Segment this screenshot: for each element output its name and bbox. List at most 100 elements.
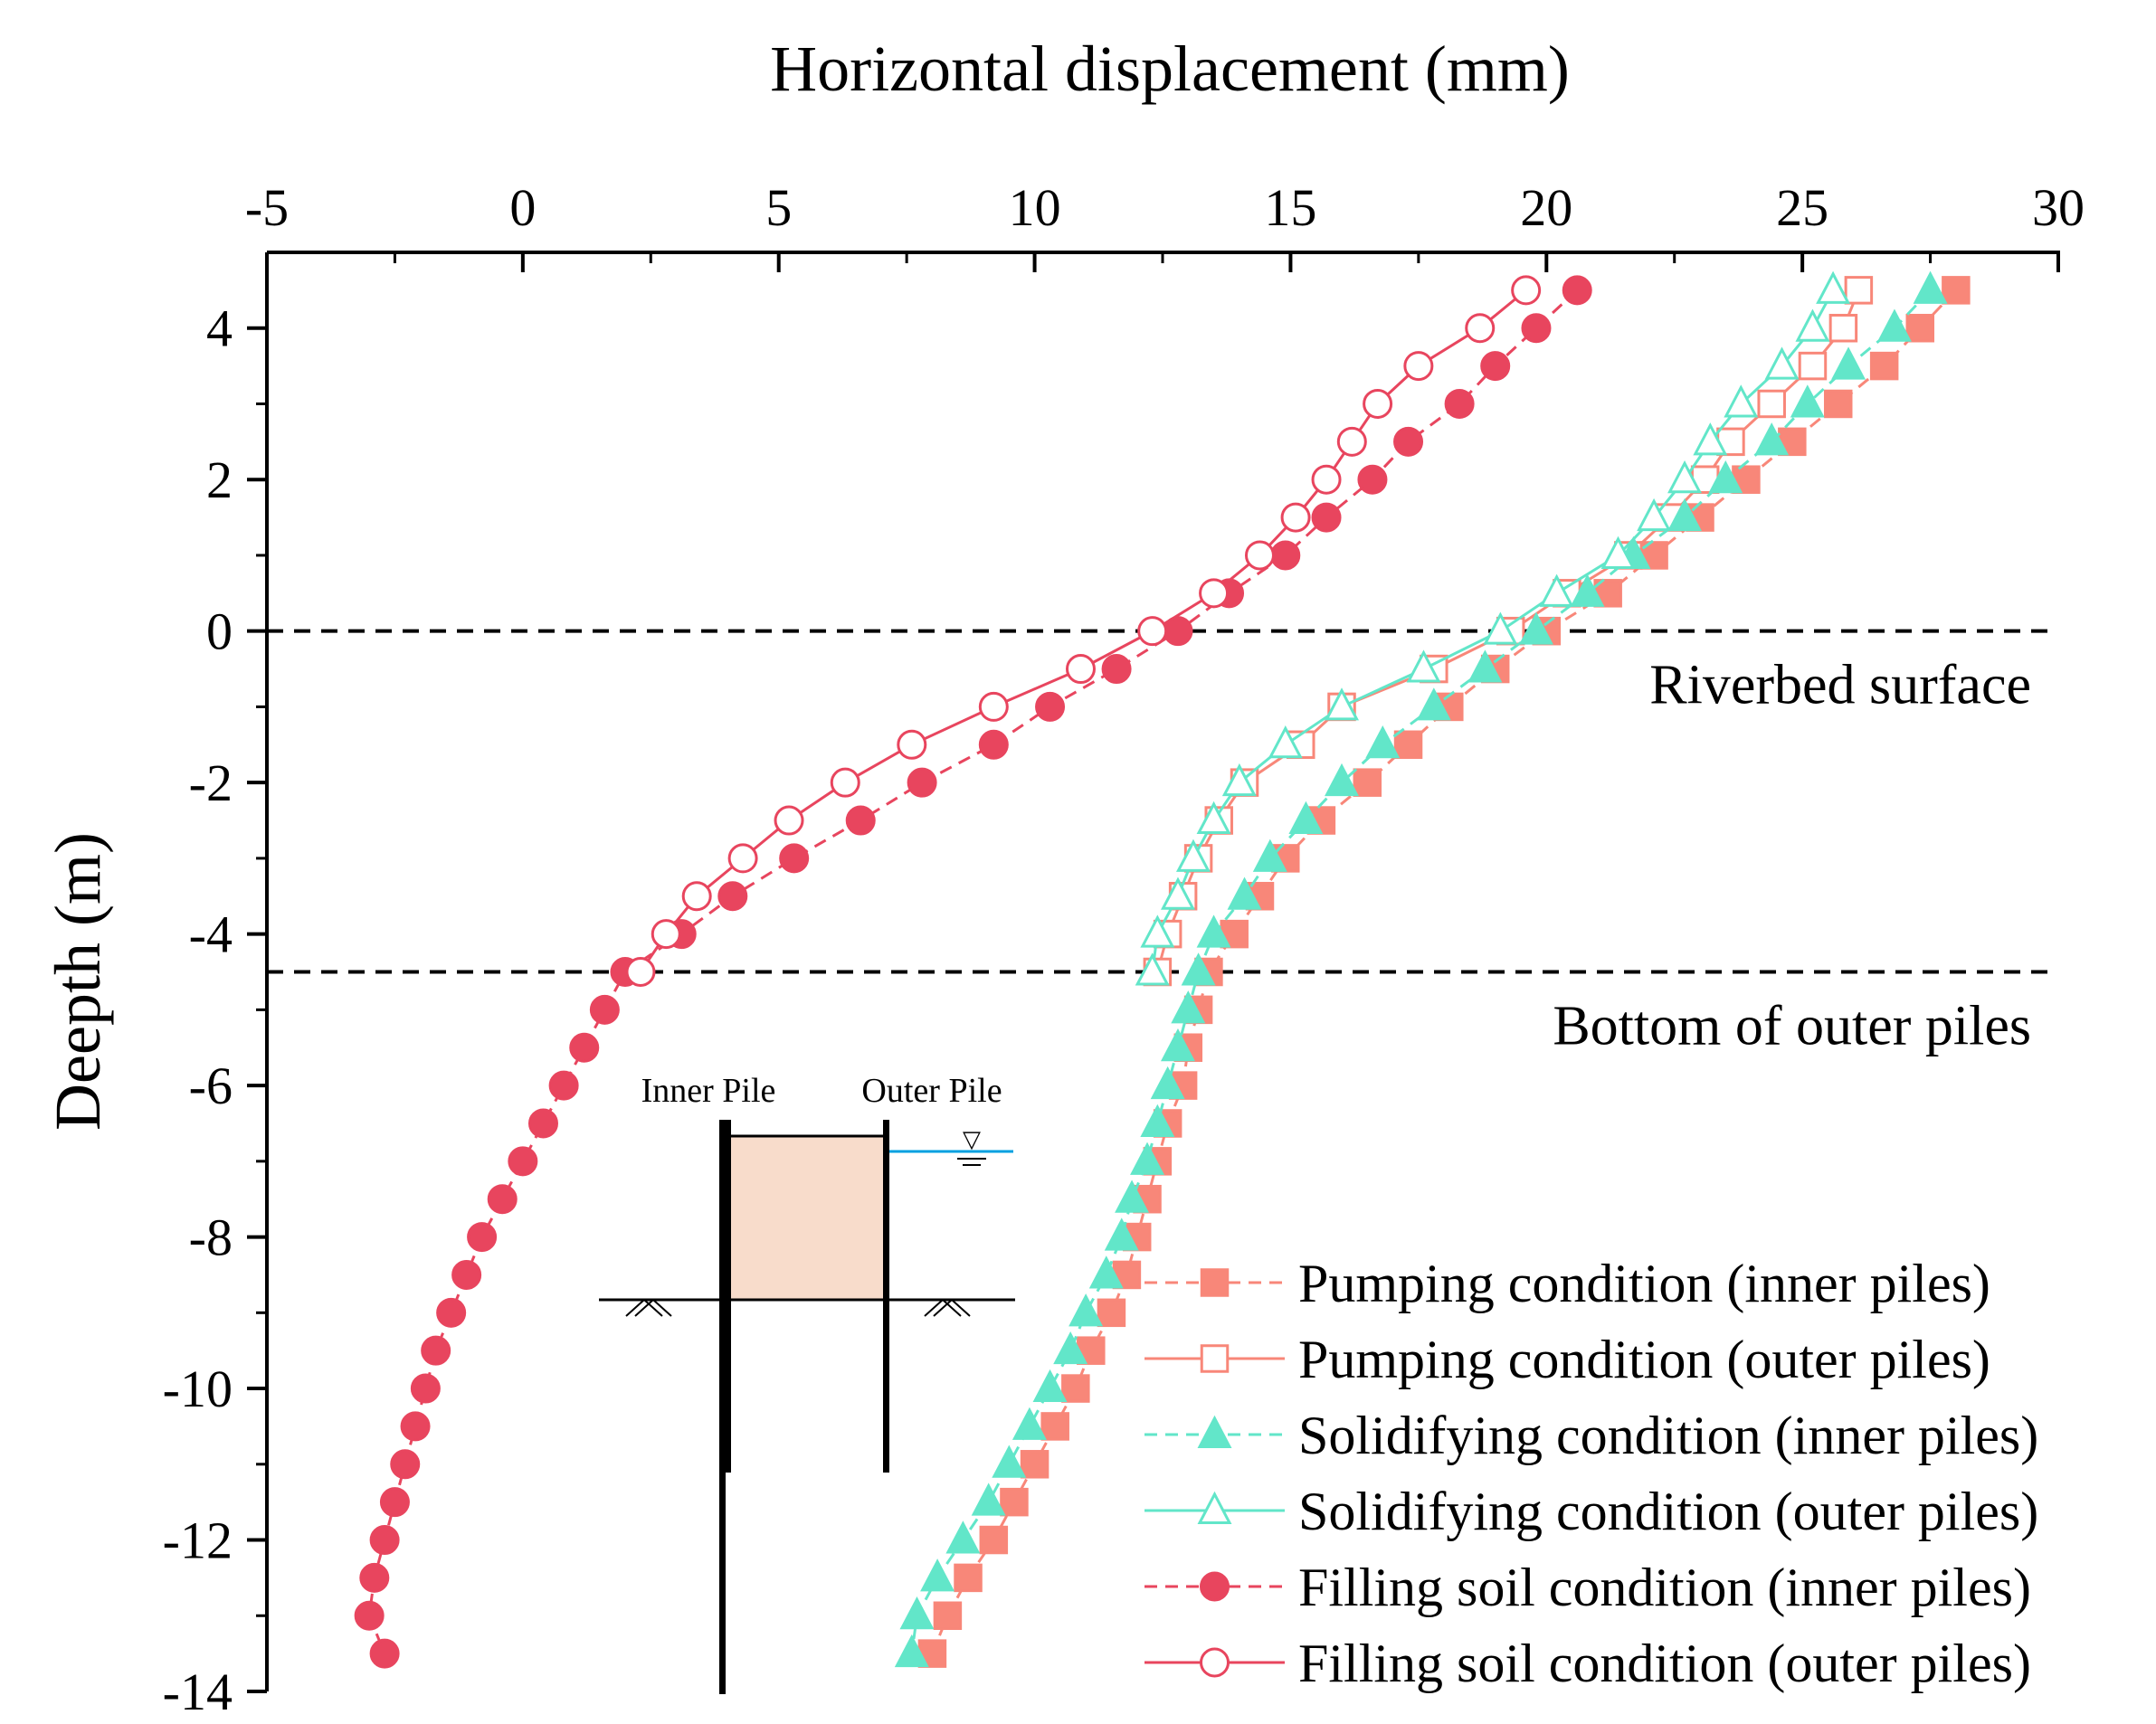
data-point — [1828, 313, 1858, 343]
data-point — [1600, 535, 1636, 569]
data-point — [1483, 611, 1518, 645]
data-point — [467, 1222, 498, 1253]
data-point — [945, 1520, 981, 1554]
data-point — [1196, 800, 1231, 835]
data-point — [1795, 308, 1830, 342]
data-point — [1764, 346, 1800, 380]
data-point — [830, 767, 860, 798]
inset-inner-pile-label: Inner Pile — [641, 1072, 776, 1110]
data-point — [1754, 422, 1790, 456]
data-point — [1097, 1298, 1126, 1328]
data-point — [487, 1184, 518, 1215]
legend-marker — [1197, 1415, 1232, 1448]
data-point — [1175, 838, 1211, 872]
x-tick-label: 5 — [765, 178, 792, 237]
data-point — [1020, 1450, 1050, 1479]
data-point — [920, 1558, 955, 1592]
data-point — [907, 767, 937, 798]
data-point — [1270, 540, 1301, 571]
data-point — [1667, 459, 1703, 494]
data-point — [1221, 763, 1257, 797]
data-point — [727, 843, 758, 874]
legend-label: Filling soil condition (inner piles) — [1298, 1558, 2031, 1617]
data-point — [1101, 654, 1132, 685]
inset-ground-hatch-right — [924, 1299, 971, 1317]
data-point — [899, 1596, 935, 1630]
data-point — [1160, 876, 1195, 910]
series-5 — [354, 275, 1592, 1669]
data-point — [1181, 952, 1216, 986]
inset-outer-pile-label: Outer Pile — [861, 1072, 1002, 1110]
data-point — [1000, 1487, 1029, 1517]
data-point — [369, 1638, 400, 1669]
data-point — [1876, 308, 1912, 342]
data-point — [1406, 649, 1441, 683]
legend-marker — [1200, 1344, 1230, 1373]
data-point — [1708, 459, 1743, 494]
data-point — [1913, 270, 1948, 304]
data-point — [390, 1449, 421, 1480]
data-point — [954, 1563, 983, 1593]
legend-entry: Pumping condition (outer piles) — [1144, 1330, 1990, 1389]
data-point — [1831, 346, 1866, 380]
y-tick-label: 2 — [206, 450, 233, 509]
data-point — [1137, 616, 1168, 647]
series-3 — [894, 270, 1948, 1668]
data-point — [1521, 313, 1552, 344]
inset-inner-pile-lower — [719, 1473, 726, 1694]
data-point — [359, 1562, 390, 1593]
data-point — [1823, 389, 1853, 419]
y-tick-label: 4 — [206, 299, 233, 358]
data-point — [1363, 388, 1393, 419]
data-point — [1518, 611, 1553, 645]
data-point — [1942, 276, 1971, 305]
data-point — [1012, 1407, 1047, 1440]
data-point — [379, 1487, 410, 1518]
legend-marker — [1200, 1647, 1230, 1678]
data-point — [569, 1032, 600, 1063]
data-point — [1393, 730, 1423, 760]
y-tick-label: -2 — [189, 753, 233, 812]
data-point — [1816, 270, 1851, 304]
data-point — [1844, 276, 1874, 305]
y-axis-title: Deepth (m) — [42, 832, 114, 1131]
y-tick-label: -6 — [189, 1056, 233, 1115]
data-point — [1115, 1179, 1150, 1213]
data-point — [1869, 351, 1899, 381]
data-point — [1061, 1374, 1090, 1403]
legend-entry: Filling soil condition (outer piles) — [1144, 1634, 2031, 1693]
data-point — [651, 919, 681, 950]
data-point — [978, 691, 1009, 722]
data-point — [1196, 914, 1231, 948]
legend-label: Solidifying condition (outer piles) — [1298, 1482, 2038, 1541]
data-point — [897, 729, 927, 760]
data-point — [1562, 275, 1592, 306]
data-point — [1040, 1412, 1069, 1441]
data-point — [1539, 573, 1574, 607]
data-point — [1130, 1141, 1165, 1175]
y-tick-label: -14 — [163, 1662, 233, 1721]
x-tick-label: 0 — [509, 178, 536, 237]
data-point — [1088, 1255, 1124, 1289]
x-tick-label: 10 — [1009, 178, 1061, 237]
data-point — [1171, 990, 1206, 1024]
x-tick-label: 15 — [1264, 178, 1316, 237]
inset-ground-hatch-left — [625, 1299, 672, 1317]
data-point — [1724, 384, 1759, 418]
data-point — [1467, 649, 1503, 683]
data-point — [1104, 1217, 1139, 1251]
x-axis-title: Horizontal displacement (mm) — [770, 33, 1570, 105]
x-tick-label: 25 — [1776, 178, 1828, 237]
legend-label: Pumping condition (outer piles) — [1298, 1330, 1990, 1389]
data-point — [1252, 838, 1287, 872]
data-point — [1365, 725, 1401, 759]
x-tick-label: 20 — [1520, 178, 1572, 237]
legend-entry: Pumping condition (inner piles) — [1144, 1254, 1990, 1313]
data-point — [1353, 768, 1382, 797]
data-point — [681, 881, 712, 912]
data-point — [933, 1601, 963, 1631]
data-point — [1637, 497, 1672, 532]
data-point — [625, 957, 656, 987]
data-point — [1444, 388, 1475, 419]
